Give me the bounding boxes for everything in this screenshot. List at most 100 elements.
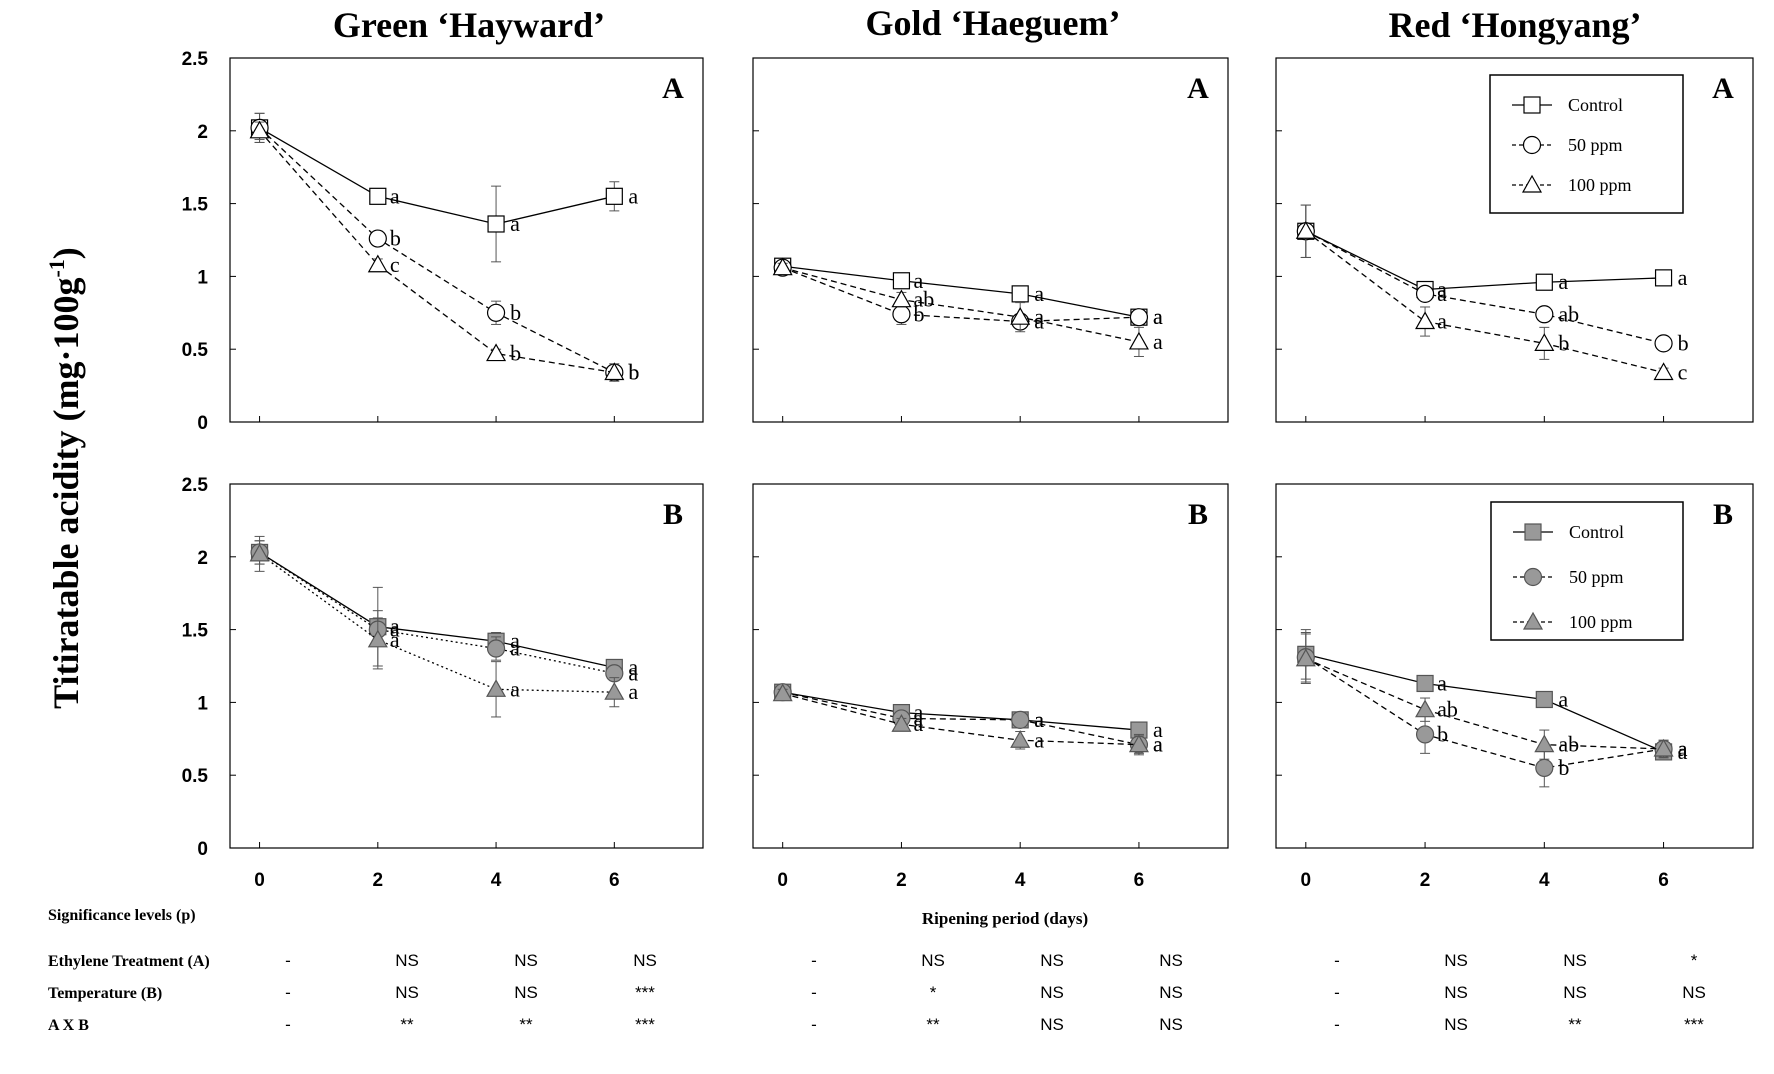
significance-value: *** [635,983,655,1002]
significance-letter: b [390,226,401,251]
significance-letter: a [913,268,923,293]
triangle-marker [891,714,912,732]
y-tick-label: 1.5 [182,195,209,216]
significance-value: - [811,951,817,970]
plot-frame [752,57,1229,423]
significance-value: ** [1568,1015,1582,1034]
x-tick-label: 4 [491,870,502,891]
triangle-marker [1653,738,1674,757]
significance-value: NS [514,951,538,970]
significance-value: NS [921,951,945,970]
significance-value: *** [635,1015,655,1034]
significance-letter: a [1437,670,1447,695]
triangle-marker [1010,306,1031,325]
significance-letter: a [913,700,923,725]
column-title-red: Red ‘Hongyang’ [1388,5,1641,45]
significance-table-title: Significance levels (p) [48,907,196,924]
circle-marker [1011,710,1030,729]
significance-letter: b [510,300,521,325]
panel-letter: B [1188,498,1208,531]
square-marker [892,272,911,290]
series-line [782,267,1140,343]
legend-A: Control 50 ppm 100 ppm [1489,74,1684,214]
triangle-marker [1534,333,1555,351]
legend-triangle-marker [1522,611,1544,630]
triangle-marker [1653,362,1674,381]
circle-marker [1415,725,1435,744]
significance-letter: a [1153,304,1163,329]
significance-letter: b [628,359,639,384]
series-100-ppm: aa a [772,683,1163,757]
series-line [259,553,615,693]
significance-letter: a [913,711,923,736]
significance-letter: c [1678,359,1688,384]
significance-letter: a [1034,707,1044,732]
y-tick-label: 2 [197,548,208,569]
significance-row-label: A X B [48,1017,89,1034]
legend-square-marker [1524,523,1542,541]
x-tick-label: 6 [609,870,620,891]
significance-value: - [285,983,291,1002]
triangle-marker [772,683,793,702]
series-line [1305,658,1664,750]
square-marker [1416,674,1434,693]
series-line [1305,230,1664,291]
significance-letter: a [1437,277,1447,302]
significance-value: - [1334,951,1340,970]
plot-frame [752,483,1229,849]
y-tick-label: 0.5 [182,766,209,787]
significance-letter: a [1678,265,1688,290]
circle-marker [1415,284,1435,303]
triangle-marker [367,629,388,648]
significance-letter: a [510,628,520,653]
significance-value: - [285,1015,291,1034]
y-axis-label: Titiratable acidity (mg·100g-1) [44,247,86,709]
x-tick-label: 2 [896,870,907,891]
significance-value: - [811,1015,817,1034]
significance-letter: ab [1558,301,1579,326]
significance-value: ** [400,1015,414,1034]
significance-letter: a [1678,736,1688,761]
significance-value: NS [1444,983,1468,1002]
significance-letter: a [390,614,400,639]
circle-marker [1129,308,1149,327]
significance-letter: a [628,660,638,685]
triangle-marker [249,120,270,139]
significance-value: * [930,983,937,1002]
significance-value: NS [395,951,419,970]
significance-letter: a [390,627,400,652]
x-tick-label: 4 [1539,870,1550,891]
significance-letter: a [1153,732,1163,757]
triangle-marker [1415,699,1436,718]
significance-letter: a [1678,736,1688,761]
significance-letter: a [1437,309,1447,334]
circle-marker [486,639,506,658]
circle-marker [892,305,911,324]
significance-letter: a [1034,304,1044,329]
triangle-marker [486,679,507,697]
panel-letter: A [662,72,684,105]
legend-label: 50 ppm [1569,567,1624,587]
significance-value: NS [1563,951,1587,970]
triangle-marker [249,543,270,562]
triangle-marker [772,257,793,276]
significance-letter: b [510,341,521,366]
legend-label: Control [1569,522,1624,542]
significance-value: NS [1040,951,1064,970]
circle-marker [1654,334,1673,353]
series-line [259,127,615,374]
x-tick-label: 0 [254,870,265,891]
plot-frame [229,483,704,849]
series-line [782,267,1139,323]
y-tick-label: 0 [197,413,208,434]
column-title-green: Green ‘Hayward’ [333,5,605,45]
x-tick-label: 2 [1420,870,1431,891]
